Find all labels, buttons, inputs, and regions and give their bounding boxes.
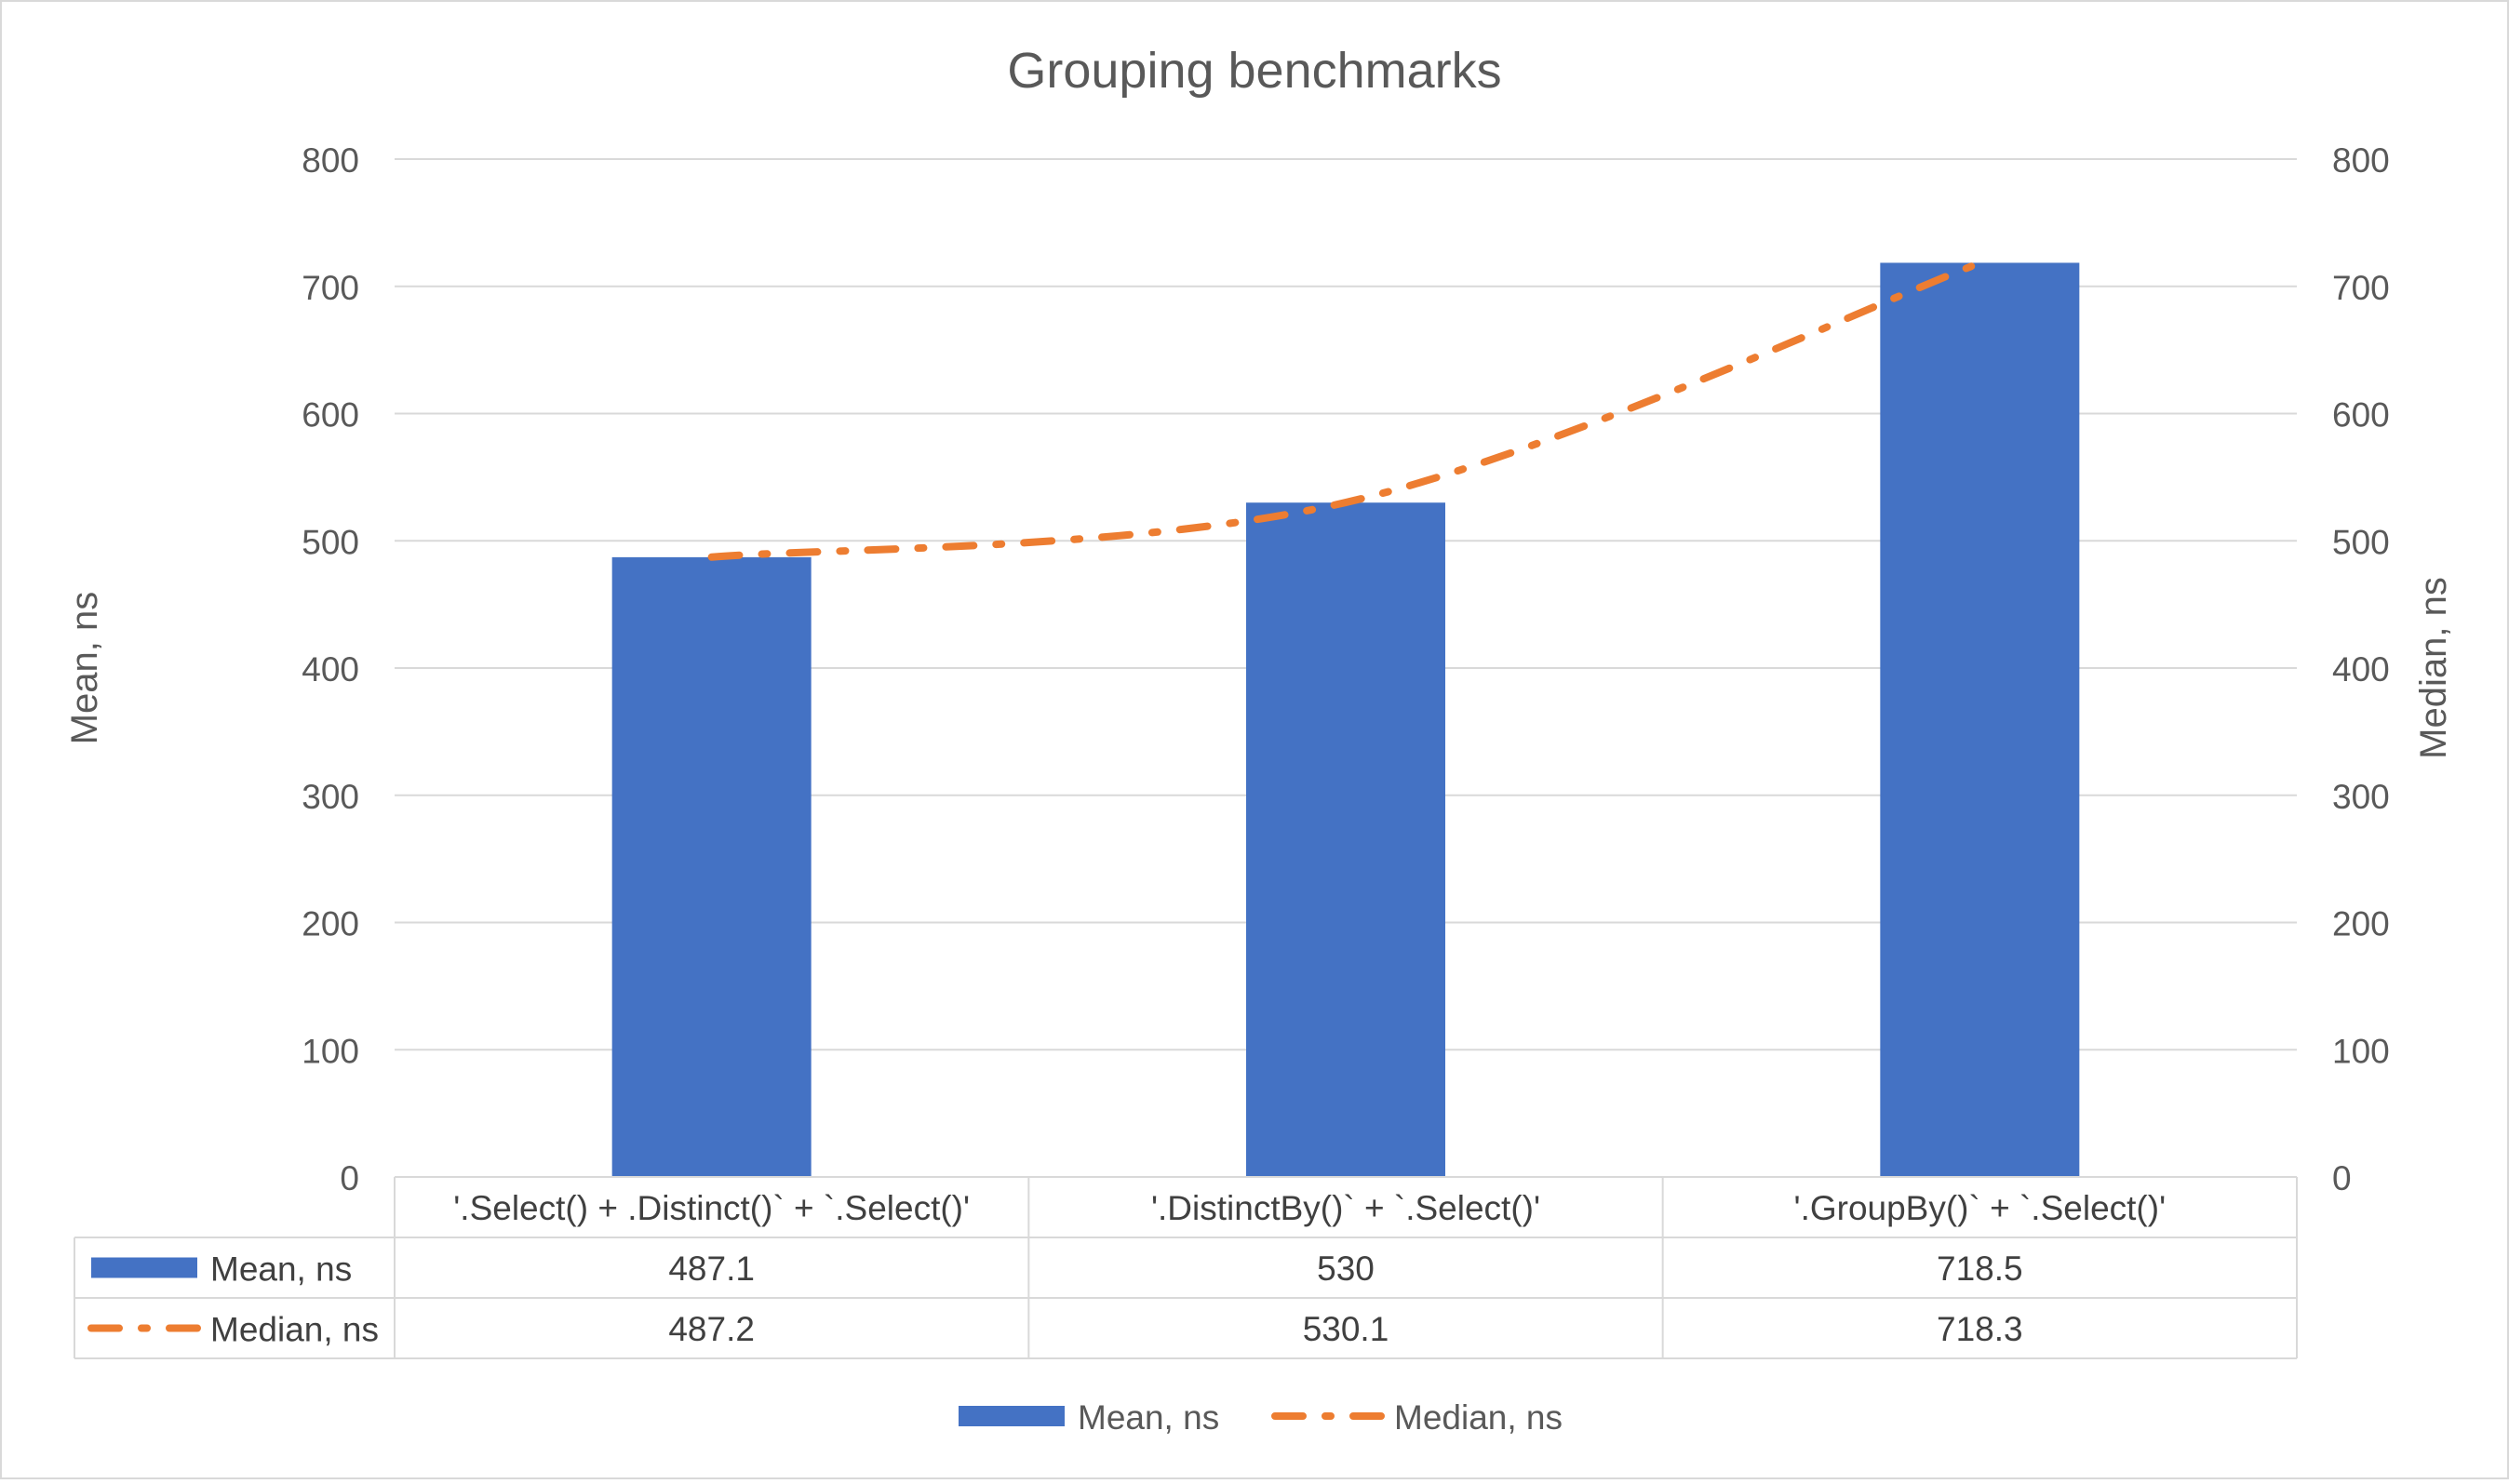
y-tick-label: 500 <box>302 523 359 561</box>
data-label: 718.3 <box>1937 1310 2023 1348</box>
median-line-layer <box>707 259 1984 561</box>
y2-axis-ticks: 0 100 200 300 400 500 600 700 800 <box>2332 141 2390 1197</box>
y2-tick-label: 100 <box>2332 1032 2390 1070</box>
chart-title: Grouping benchmarks <box>1007 43 1501 99</box>
bars <box>611 262 2080 1177</box>
data-label: 487.2 <box>668 1310 755 1348</box>
bar-mean <box>1246 502 1445 1177</box>
legend-label-mean: Mean, ns <box>1078 1398 1219 1437</box>
legend-label-median: Median, ns <box>1394 1398 1563 1437</box>
y-tick-label: 600 <box>302 396 359 435</box>
y2-tick-label: 400 <box>2332 650 2390 689</box>
legend-key-mean <box>959 1406 1065 1426</box>
legend: Mean, ns Median, ns <box>959 1398 1563 1437</box>
y2-axis-label: Median, ns <box>2413 577 2454 759</box>
data-label: 487.1 <box>668 1250 755 1288</box>
y2-tick-label: 800 <box>2332 141 2390 180</box>
y-tick-label: 800 <box>302 141 359 180</box>
y-tick-label: 300 <box>302 778 359 816</box>
y-axis-label: Mean, ns <box>64 592 105 745</box>
y-tick-label: 100 <box>302 1032 359 1070</box>
y-tick-label: 200 <box>302 905 359 943</box>
bar-mean <box>611 556 812 1177</box>
y2-tick-label: 300 <box>2332 778 2390 816</box>
y-tick-label: 0 <box>340 1159 359 1197</box>
median-line <box>707 259 1984 561</box>
y2-tick-label: 600 <box>2332 396 2390 435</box>
y-tick-label: 400 <box>302 650 359 689</box>
y2-tick-label: 200 <box>2332 905 2390 943</box>
data-label: 530 <box>1317 1250 1375 1288</box>
bar-mean <box>1880 262 2080 1177</box>
y-tick-label: 700 <box>302 269 359 307</box>
y-axis-ticks: 0 100 200 300 400 500 600 700 800 <box>302 141 359 1197</box>
table-key-mean <box>91 1257 197 1278</box>
category-label: '.GroupBy()` + `.Select()' <box>1794 1189 2167 1227</box>
category-label: '.Select() + .Distinct()` + `.Select()' <box>453 1189 970 1227</box>
data-label: 530.1 <box>1303 1310 1389 1348</box>
data-label: 718.5 <box>1937 1250 2023 1288</box>
category-label: '.DistinctBy()` + `.Select()' <box>1151 1189 1540 1227</box>
y2-tick-label: 700 <box>2332 269 2390 307</box>
data-table: '.Select() + .Distinct()` + `.Select()' '… <box>74 1176 2298 1359</box>
y2-tick-label: 0 <box>2332 1159 2352 1197</box>
y2-tick-label: 500 <box>2332 523 2390 561</box>
table-series-name-median: Median, ns <box>210 1311 379 1349</box>
table-series-name-mean: Mean, ns <box>210 1250 352 1289</box>
